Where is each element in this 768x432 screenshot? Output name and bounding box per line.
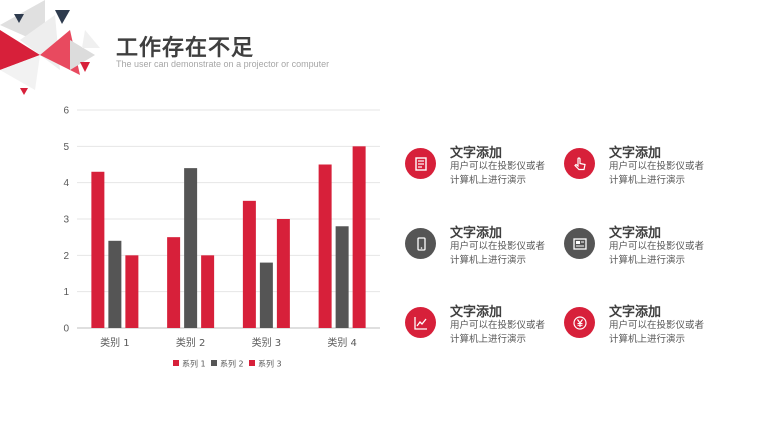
bar [108,240,122,328]
legend-swatch [211,360,217,366]
feature-text: 用户可以在投影仪或者计算机上进行演示 [450,161,546,186]
feature-text: 用户可以在投影仪或者计算机上进行演示 [609,161,705,186]
y-tick-label: 3 [63,215,69,226]
bar-chart: 0 1 2 3 4 5 6 类别 1 类别 2 类别 3 类别 4 系列 1 系列 2 系列 3 [63,106,380,369]
document-icon [405,148,436,179]
corner-decoration [0,0,100,95]
feature-title: 文字添加 [609,146,662,161]
bar [318,164,332,328]
x-tick-label: 类别 3 [252,336,282,349]
bar [242,200,256,328]
phone-icon [405,228,436,259]
bar [259,262,273,328]
feature-text: 用户可以在投影仪或者计算机上进行演示 [450,241,546,266]
bar [335,226,349,328]
feature-item: 文字添加 用户可以在投影仪或者计算机上进行演示 [405,226,565,278]
news-icon [564,228,595,259]
x-tick-label: 类别 1 [100,336,130,349]
line-chart-icon [405,307,436,338]
x-tick-label: 类别 4 [327,336,357,349]
y-tick-label: 1 [63,287,69,298]
bar [125,255,139,328]
bar [352,146,366,328]
page-title: 工作存在不足 [116,36,255,61]
bar [184,168,198,328]
y-tick-label: 0 [63,324,69,335]
feature-title: 文字添加 [609,305,662,320]
feature-text: 用户可以在投影仪或者计算机上进行演示 [450,320,546,345]
hand-pointer-icon [564,148,595,179]
feature-title: 文字添加 [450,305,503,320]
feature-item: 文字添加 用户可以在投影仪或者计算机上进行演示 [564,226,724,278]
feature-title: 文字添加 [450,146,503,161]
y-tick-label: 6 [63,106,69,117]
feature-title: 文字添加 [609,226,662,241]
page-subtitle: The user can demonstrate on a projector … [116,59,330,69]
feature-item: 文字添加 用户可以在投影仪或者计算机上进行演示 [564,146,724,198]
feature-title: 文字添加 [450,226,503,241]
feature-item: 文字添加 用户可以在投影仪或者计算机上进行演示 [405,146,565,198]
yen-icon [564,307,595,338]
y-tick-label: 5 [63,142,69,153]
bar [276,219,290,328]
feature-item: 文字添加 用户可以在投影仪或者计算机上进行演示 [564,305,724,357]
bar [91,171,105,328]
feature-text: 用户可以在投影仪或者计算机上进行演示 [609,241,705,266]
bar [201,255,215,328]
feature-item: 文字添加 用户可以在投影仪或者计算机上进行演示 [405,305,565,357]
y-tick-label: 2 [63,251,69,262]
feature-text: 用户可以在投影仪或者计算机上进行演示 [609,320,705,345]
bar [167,237,181,328]
legend-label: 系列 1 [182,359,206,369]
legend-swatch [249,360,255,366]
y-tick-label: 4 [63,178,69,189]
legend-label: 系列 3 [258,359,282,369]
legend-swatch [173,360,179,366]
legend-label: 系列 2 [220,359,244,369]
x-tick-label: 类别 2 [176,336,206,349]
